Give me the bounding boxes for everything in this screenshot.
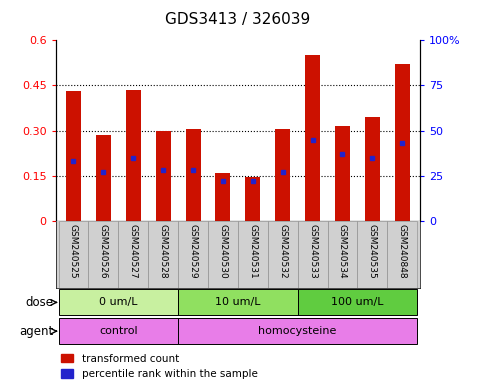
Bar: [58, 318, 178, 344]
Bar: [305, 55, 320, 221]
Text: GSM240848: GSM240848: [398, 224, 407, 279]
Text: GSM240529: GSM240529: [188, 224, 198, 279]
Text: homocysteine: homocysteine: [258, 326, 337, 336]
Bar: [118, 221, 148, 288]
Bar: [327, 221, 357, 288]
Text: 10 um/L: 10 um/L: [215, 297, 261, 308]
Bar: [395, 65, 410, 221]
Bar: [156, 131, 170, 221]
Text: GSM240534: GSM240534: [338, 224, 347, 279]
Bar: [357, 221, 387, 288]
Bar: [365, 117, 380, 221]
Bar: [96, 135, 111, 221]
Bar: [178, 221, 208, 288]
Text: GSM240528: GSM240528: [158, 224, 168, 279]
Bar: [238, 221, 268, 288]
Text: GSM240533: GSM240533: [308, 224, 317, 279]
Bar: [66, 91, 81, 221]
Text: GSM240531: GSM240531: [248, 224, 257, 279]
Text: GSM240525: GSM240525: [69, 224, 78, 279]
Text: 100 um/L: 100 um/L: [331, 297, 384, 308]
Text: agent: agent: [19, 325, 53, 338]
Bar: [298, 290, 417, 315]
Text: GSM240535: GSM240535: [368, 224, 377, 279]
Bar: [298, 221, 327, 288]
Bar: [148, 221, 178, 288]
Bar: [126, 90, 141, 221]
Text: GDS3413 / 326039: GDS3413 / 326039: [165, 12, 311, 26]
Legend: transformed count, percentile rank within the sample: transformed count, percentile rank withi…: [61, 354, 257, 379]
Bar: [245, 177, 260, 221]
Bar: [58, 290, 178, 315]
Bar: [178, 318, 417, 344]
Text: dose: dose: [25, 296, 53, 309]
Bar: [185, 129, 200, 221]
Text: GSM240532: GSM240532: [278, 224, 287, 279]
Bar: [335, 126, 350, 221]
Text: control: control: [99, 326, 138, 336]
Bar: [58, 221, 88, 288]
Bar: [275, 129, 290, 221]
Text: GSM240530: GSM240530: [218, 224, 227, 279]
Bar: [387, 221, 417, 288]
Bar: [88, 221, 118, 288]
Bar: [215, 173, 230, 221]
Text: GSM240526: GSM240526: [99, 224, 108, 279]
Text: 0 um/L: 0 um/L: [99, 297, 138, 308]
Text: GSM240527: GSM240527: [129, 224, 138, 279]
Bar: [178, 290, 298, 315]
Bar: [268, 221, 298, 288]
Bar: [208, 221, 238, 288]
